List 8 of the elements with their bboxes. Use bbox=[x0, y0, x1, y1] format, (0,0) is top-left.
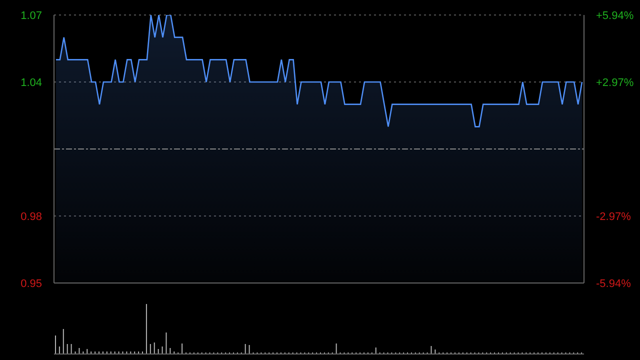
y2-tick-label: -2.97% bbox=[596, 211, 632, 223]
y-tick-label: 1.07 bbox=[20, 10, 42, 22]
y-tick-label: 0.95 bbox=[20, 278, 42, 290]
y2-tick-label: +5.94% bbox=[596, 10, 634, 22]
y2-tick-label: -5.94% bbox=[596, 278, 632, 290]
y-tick-label: 0.98 bbox=[20, 211, 42, 223]
y2-tick-label: +2.97% bbox=[596, 77, 634, 89]
y-tick-label: 1.04 bbox=[20, 77, 42, 89]
